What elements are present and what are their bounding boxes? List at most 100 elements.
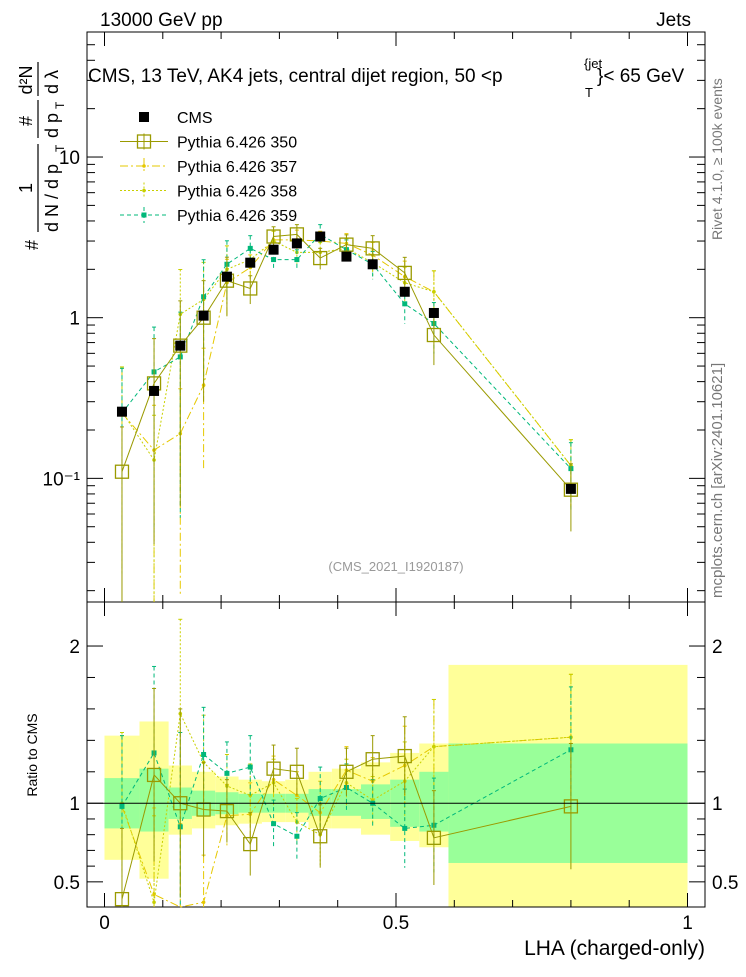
data-point xyxy=(198,310,209,321)
data-point xyxy=(119,803,125,809)
legend-marker xyxy=(142,164,146,168)
ratio-y-tick-label: 1 xyxy=(69,794,80,815)
ratio-ylabel: Ratio to CMS xyxy=(24,713,40,796)
header-category: Jets xyxy=(656,10,691,31)
data-point xyxy=(367,259,378,270)
main-pythia-6-426-350 xyxy=(114,224,579,602)
main-title-tail: }< 65 GeV xyxy=(597,66,684,87)
data-point xyxy=(428,307,439,318)
data-point xyxy=(291,238,302,249)
data-point xyxy=(399,286,410,297)
data-point xyxy=(219,803,235,819)
data-point xyxy=(146,767,162,783)
data-point xyxy=(426,327,442,343)
main-cms xyxy=(116,231,576,494)
y-tick-label: 10⁻¹ xyxy=(43,469,81,490)
rivet-label: Rivet 4.1.0, ≥ 100k events xyxy=(709,78,725,240)
data-point xyxy=(114,464,130,479)
legend: CMS Pythia 6.426 350 Pythia 6.426 357 Pythi… xyxy=(120,110,297,225)
data-point xyxy=(243,281,258,296)
data-point xyxy=(565,483,576,494)
x-tick-label: 0.5 xyxy=(383,913,409,934)
legend-marker xyxy=(136,134,152,149)
series-line xyxy=(121,736,571,908)
data-point xyxy=(341,251,352,262)
series-line xyxy=(121,233,572,491)
data-point xyxy=(313,829,328,844)
ratio-y-tick-label-right: 2 xyxy=(712,637,723,658)
legend-marker xyxy=(142,188,146,193)
header-energy: 13000 GeV pp xyxy=(100,10,223,31)
ratio-y-tick-label-right: 1 xyxy=(712,794,723,815)
data-point xyxy=(247,245,253,251)
series-line xyxy=(121,239,572,466)
data-point xyxy=(201,752,207,757)
data-point xyxy=(563,482,579,497)
series-line xyxy=(121,240,572,466)
x-tick-label: 0 xyxy=(99,913,110,934)
data-point xyxy=(149,385,160,396)
data-point xyxy=(402,825,408,831)
main-title: CMS, 13 TeV, AK4 jets, central dijet reg… xyxy=(88,66,503,87)
ratio-y-tick-label: 2 xyxy=(69,637,80,658)
legend-label: Pythia 6.426 350 xyxy=(177,135,297,152)
data-point xyxy=(271,821,277,827)
data-point xyxy=(116,406,127,417)
data-point xyxy=(245,257,256,268)
y-tick-label: 10 xyxy=(59,148,80,169)
data-point xyxy=(397,265,412,281)
ylabel-num-1: 1 xyxy=(16,183,36,193)
data-point xyxy=(339,237,354,252)
ylabel-den-1: d N / d p xyxy=(42,164,62,232)
data-point xyxy=(432,744,436,749)
ratio-y-tick-label: 0.5 xyxy=(54,873,80,894)
ratio-y-tick-label-right: 0.5 xyxy=(712,873,738,894)
data-point xyxy=(152,900,156,905)
data-point xyxy=(201,900,206,905)
legend-label: CMS xyxy=(177,110,213,127)
data-point xyxy=(339,764,354,779)
main-title-sub: T xyxy=(585,85,593,100)
data-point xyxy=(313,250,328,266)
legend-label: Pythia 6.426 357 xyxy=(177,159,297,176)
data-point xyxy=(243,836,258,852)
series-line xyxy=(121,749,572,837)
ylabel-num-3: d²N xyxy=(16,65,36,94)
analysis-watermark: (CMS_2021_I1920187) xyxy=(328,559,463,574)
y-tick-label: 1 xyxy=(69,309,80,330)
series-line xyxy=(121,233,572,469)
data-point xyxy=(268,244,279,255)
mcplots-label: mcplots.cern.ch [arXiv:2401.10621] xyxy=(709,363,726,598)
ylabel-den-1-sub: T xyxy=(53,144,67,152)
ratio-uncertainty-bands xyxy=(104,664,688,907)
data-point xyxy=(114,891,130,907)
data-point xyxy=(247,764,253,770)
data-point xyxy=(289,764,305,779)
legend-label: Pythia 6.426 359 xyxy=(177,208,297,225)
ylabel-den-3: d λ xyxy=(42,70,62,94)
data-point xyxy=(173,338,188,353)
main-series-group xyxy=(114,224,579,602)
main-ylabel: # 1 d N / d p T # d p T d²N d λ xyxy=(16,62,67,250)
data-point xyxy=(365,241,380,256)
main-pythia-6-426-357 xyxy=(119,229,573,602)
data-point xyxy=(271,257,277,263)
data-point xyxy=(365,752,380,767)
ylabel-den-2-sub: T xyxy=(53,101,67,109)
data-point xyxy=(221,271,232,282)
data-point xyxy=(294,257,300,263)
data-point xyxy=(317,796,323,802)
axis-ticks: 0 0.5 1 10⁻¹ 1 10 0.5 0.5 1 1 2 2 xyxy=(43,31,738,934)
series-line xyxy=(121,755,572,900)
data-point xyxy=(426,830,442,845)
ylabel-hash-2: # xyxy=(16,116,36,126)
legend-marker xyxy=(139,112,149,122)
x-tick-label: 1 xyxy=(682,913,693,934)
ylabel-hash-1: # xyxy=(22,240,42,250)
ratio-series-group xyxy=(114,618,579,908)
ylabel-den-2: d p xyxy=(42,113,62,138)
main-title-sup: {jet xyxy=(584,56,602,71)
data-point xyxy=(563,799,579,814)
legend-label: Pythia 6.426 358 xyxy=(177,184,297,201)
